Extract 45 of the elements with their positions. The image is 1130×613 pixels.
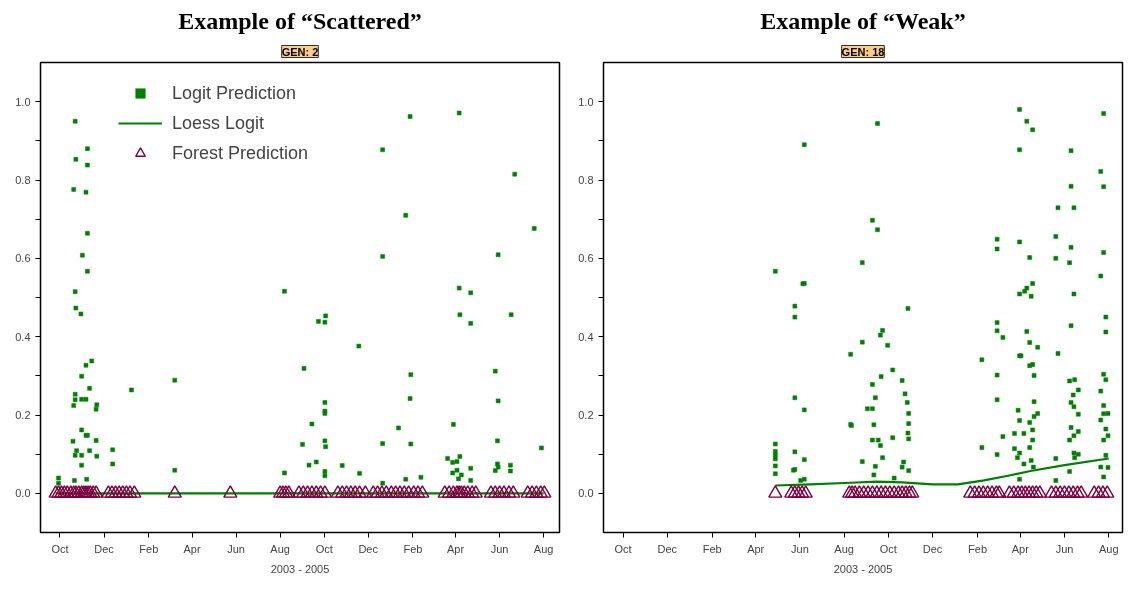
x-tick-label: Aug [1098,542,1119,555]
y-tick-label: 0.8 [578,174,594,186]
x-tick-label: Aug [834,542,854,555]
x-tick-label: Jun [791,542,809,555]
legend-label: Logit Prediction [172,81,297,105]
y-tick-label: 0.2 [578,409,594,421]
x-tick-label: Oct [315,542,333,555]
y-tick-label: 0.2 [15,409,31,421]
x-tick-label: Apr [447,542,465,555]
y-tick-label: 0.4 [15,330,31,343]
y-tick-label: 0.0 [578,487,594,500]
y-tick-label: 1.0 [15,95,31,108]
x-tick-label: Apr [183,542,201,555]
y-tick-label: 0.6 [15,252,31,265]
x-tick-label: Jun [1055,542,1074,555]
x-axis-title: 2003 - 2005 [833,562,893,575]
x-tick-label: Dec [657,542,678,555]
x-tick-label: Feb [139,542,159,555]
chart-title: Example of “Weak” [760,7,966,34]
legend-label: Loess Logit [172,111,265,135]
x-tick-label: Dec [358,542,379,555]
x-tick-label: Aug [270,542,290,555]
y-tick-label: 0.6 [578,252,594,265]
x-tick-label: Feb [403,542,423,555]
x-tick-label: Aug [533,542,554,555]
chart-subtitle: GEN: 2 [281,45,319,58]
y-tick-label: 1.0 [578,95,594,108]
x-tick-label: Jun [490,542,509,555]
x-tick-label: Oct [51,542,69,555]
x-tick-label: Feb [702,542,722,555]
x-axis-title: 2003 - 2005 [270,562,330,575]
x-tick-label: Dec [94,542,115,555]
chart-title: Example of “Scattered” [178,7,422,34]
x-tick-label: Oct [879,542,897,555]
x-tick-label: Dec [922,542,943,555]
y-tick-label: 0.0 [15,487,31,500]
y-tick-label: 0.8 [15,174,31,186]
x-tick-label: Apr [1011,542,1030,555]
legend-label: Forest Prediction [172,141,309,165]
x-tick-label: Jun [227,542,245,555]
x-tick-label: Oct [614,542,632,555]
x-tick-label: Feb [968,542,988,555]
x-tick-label: Apr [747,542,765,555]
y-tick-label: 0.4 [578,330,594,343]
chart-subtitle: GEN: 18 [841,45,885,58]
